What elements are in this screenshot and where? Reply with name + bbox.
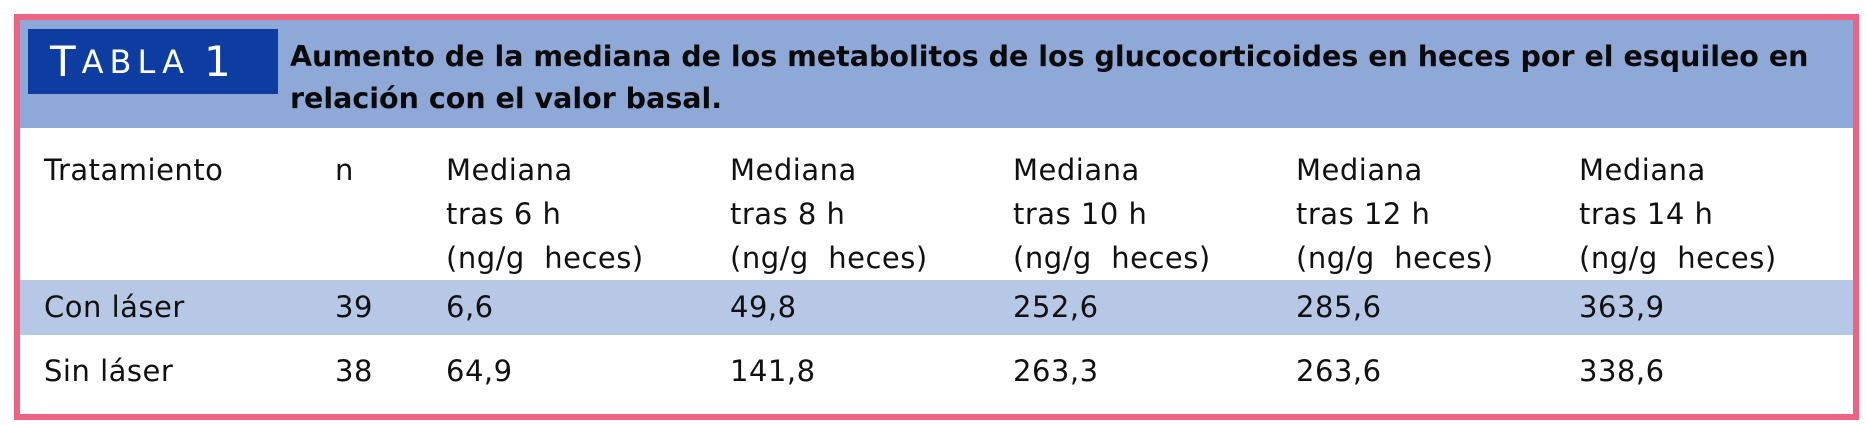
- table-cell-10h: 263,3: [1013, 354, 1099, 388]
- column-header-line: tras 6 h: [446, 197, 562, 231]
- table-tag-first-letter: T: [50, 37, 82, 86]
- table-cell-14h: 338,6: [1579, 354, 1665, 388]
- table-cell-6h: 6,6: [446, 290, 494, 324]
- column-header-10h: Mediana tras 10 h (ng/g heces): [1013, 148, 1211, 280]
- table-row-band-con-laser: [20, 280, 1853, 335]
- column-header-line: (ng/g heces): [446, 241, 644, 275]
- table-cell-n: 38: [335, 354, 373, 388]
- table-cell-12h: 285,6: [1296, 290, 1382, 324]
- table-cell-n: 39: [335, 290, 373, 324]
- column-header-line: Tratamiento: [44, 153, 224, 187]
- column-header-n: n: [335, 148, 354, 192]
- table-tag-number: 1: [203, 37, 237, 86]
- table-cell-12h: 263,6: [1296, 354, 1382, 388]
- table-header-band: T ABLA 1 Aumento de la mediana de los meta…: [20, 20, 1853, 128]
- column-header-12h: Mediana tras 12 h (ng/g heces): [1296, 148, 1494, 280]
- column-header-6h: Mediana tras 6 h (ng/g heces): [446, 148, 644, 280]
- column-header-line: Mediana: [730, 153, 857, 187]
- column-header-line: (ng/g heces): [1296, 241, 1494, 275]
- column-header-line: tras 12 h: [1296, 197, 1431, 231]
- table-cell-treatment: Con láser: [44, 290, 185, 324]
- column-header-line: tras 8 h: [730, 197, 846, 231]
- column-header-line: (ng/g heces): [730, 241, 928, 275]
- column-header-line: n: [335, 153, 354, 187]
- table-title: Aumento de la mediana de los metabolitos…: [290, 40, 1809, 115]
- table-cell-10h: 252,6: [1013, 290, 1099, 324]
- column-header-14h: Mediana tras 14 h (ng/g heces): [1579, 148, 1777, 280]
- table-tag-rest: ABLA: [81, 42, 190, 81]
- table-frame: T ABLA 1 Aumento de la mediana de los meta…: [14, 14, 1859, 420]
- table-cell-treatment: Sin láser: [44, 354, 174, 388]
- column-header-line: Mediana: [446, 153, 573, 187]
- column-header-line: Mediana: [1296, 153, 1423, 187]
- table-cell-8h: 141,8: [730, 354, 816, 388]
- column-header-line: (ng/g heces): [1013, 241, 1211, 275]
- table-cell-14h: 363,9: [1579, 290, 1665, 324]
- table-cell-8h: 49,8: [730, 290, 797, 324]
- column-header-tratamiento: Tratamiento: [44, 148, 223, 192]
- table-tag: T ABLA 1: [28, 29, 278, 94]
- column-header-line: tras 14 h: [1579, 197, 1714, 231]
- column-header-line: Mediana: [1013, 153, 1140, 187]
- table-cell-6h: 64,9: [446, 354, 513, 388]
- column-header-line: (ng/g heces): [1579, 241, 1777, 275]
- table-row-band-sin-laser: [20, 335, 1853, 414]
- column-header-line: Mediana: [1579, 153, 1706, 187]
- column-header-line: tras 10 h: [1013, 197, 1148, 231]
- column-header-8h: Mediana tras 8 h (ng/g heces): [730, 148, 928, 280]
